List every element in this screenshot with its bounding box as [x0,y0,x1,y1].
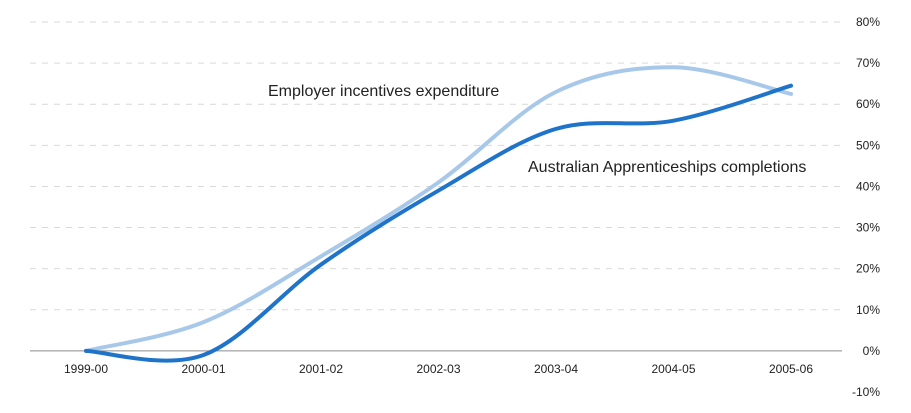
y-tick-label: 0% [863,344,881,358]
x-tick-label: 2003-04 [534,362,578,376]
y-tick-label: 40% [856,179,880,193]
y-tick-label: 10% [856,303,880,317]
series-label-apprenticeships-completions: Australian Apprenticeships completions [528,159,806,176]
x-tick-label: 2002-03 [416,362,460,376]
y-tick-label: 80% [856,15,880,29]
x-tick-label: 2004-05 [651,362,695,376]
y-tick-label: 60% [856,97,880,111]
x-tick-label: 1999-00 [64,362,108,376]
y-axis-tick-labels: -10% 0% 10% 20% 30% 40% 50% 60% 70% 80% [852,15,880,399]
y-tick-label: 70% [856,56,880,70]
series-line-apprenticeships-completions [84,83,793,363]
y-tick-label: 20% [856,262,880,276]
x-tick-label: 2005-06 [769,362,813,376]
y-tick-label: 50% [856,138,880,152]
x-tick-label: 2000-01 [181,362,225,376]
x-tick-label: 2001-02 [299,362,343,376]
series-line-employer-incentives [84,65,793,353]
y-tick-label: -10% [852,385,880,399]
series-lines [84,65,793,363]
y-tick-label: 30% [856,221,880,235]
gridlines [30,21,842,352]
x-axis-tick-labels: 1999-00 2000-01 2001-02 2002-03 2003-04 2004-… [64,362,813,376]
series-label-employer-incentives: Employer incentives expenditure [268,83,499,100]
